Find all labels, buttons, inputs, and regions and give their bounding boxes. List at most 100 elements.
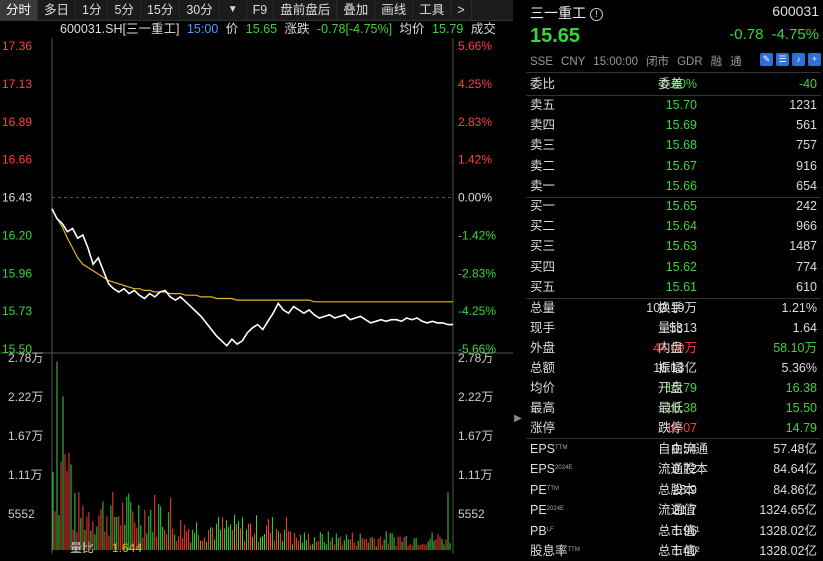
pct-tick-label: -2.83% [458,266,496,280]
divider [526,197,821,198]
ask-row: 卖五 15.70 1231 [530,95,820,115]
fin-row: 股息率TTM 1.40 总市值² 1328.02亿 [530,541,820,561]
fin-row: PETTM 28.9 总股本 84.86亿 [530,480,820,500]
toolbar-item[interactable]: > [451,0,472,20]
vol-tick-label: 2.22万 [8,390,43,404]
toolbar-item[interactable]: 1分 [76,0,109,20]
row-label: PETTM [530,482,560,497]
row-label: PE2024E [530,503,565,518]
row-label-2: 跌停 [658,421,684,435]
pct-tick-label: 1.42% [458,153,492,167]
stock-name: 三一重工 ! [530,3,603,23]
stat-row: 最高 16.38 最低 15.50 [530,398,820,418]
price-tick-label: 16.43 [2,191,32,205]
row-label: 卖四 [530,118,556,133]
price-tick-label: 16.20 [2,228,32,242]
row-value: 5313 [669,321,697,335]
row-label-2: 开盘 [658,381,684,395]
toolbar-item[interactable]: 多日 [38,0,77,20]
fin-row: PBLF 1.96 总市值¹ 1328.02亿 [530,521,820,541]
toolbar-item[interactable]: 分时 [0,0,39,20]
row-value-2: 1324.65亿 [759,503,817,518]
stat-row: 总额 16.13亿 振幅 5.36% [530,358,820,378]
row-value: 15.67 [665,158,697,173]
toolbar-item[interactable]: 5分 [108,0,141,20]
row-label-2: 总市值¹ [658,523,700,538]
fin-row: PE2024E 21.7 流通值 1324.65亿 [530,500,820,520]
row-label: 现手 [530,321,556,335]
row-label-2: 换手 [658,301,684,315]
toolbar-item[interactable]: ▼ [220,0,247,20]
row-value-2: 561 [796,118,817,133]
row-value: 21.7 [672,503,697,518]
bid-row: 买五 15.61 610 [530,277,820,297]
row-label: 买三 [530,239,556,254]
toolbar-item[interactable]: 画线 [375,0,414,20]
stock-code-label: 600031.SH[三一重工] [60,22,180,36]
volume-ratio-value: 1.644 [112,541,142,554]
price-label: 价 [225,22,239,36]
toolbar-item[interactable]: F9 [247,0,275,20]
time-label: 15:00 [186,22,219,36]
row-label: 卖五 [530,98,556,112]
divider [526,298,821,299]
quote-panel: 三一重工 ! 600031 15.65 -0.78 -4.75% SSE CNY 15… [523,0,823,558]
toolbar-item[interactable]: 叠加 [337,0,376,20]
toolbar-item[interactable]: 盘前盘后 [274,0,338,20]
row-label: EPS2024E [530,462,573,477]
toolbar-item[interactable]: 工具 [413,0,452,20]
row-value-2: 757 [796,138,817,153]
row-value: 16.13亿 [653,361,697,375]
weibi-row: 委比 0.00% 委差 -40 [530,77,817,91]
row-value-2: 84.64亿 [773,462,817,477]
row-label: EPSTTM [530,442,568,456]
row-value: 1.96 [672,523,697,538]
pct-tick-label: -1.42% [458,228,496,242]
row-value-2: 1231 [789,98,817,112]
meta-item: 通 [730,56,742,68]
row-value-2: 610 [796,279,817,294]
row-label-2: 总市值² [658,544,700,558]
row-label: 买一 [530,199,556,213]
row-label-2: 量比 [658,321,684,335]
vol-tick-label: 5552 [458,507,485,521]
meta-item: SSE [530,56,554,68]
ask-row: 卖一 15.66 654 [530,176,820,196]
row-label: 卖一 [530,178,556,193]
add-icon[interactable]: + [808,53,821,66]
intraday-chart[interactable]: 17.36 5.66% 17.13 4.25% 16.89 2.83% 16.66 1.42%… [0,38,513,554]
pct-tick-label: 4.25% [458,77,492,91]
row-label-2: 流通股本 [658,462,709,477]
row-value-2: 57.48亿 [773,442,817,456]
turnover-label: 成交 [470,22,496,36]
price-tick-label: 15.50 [2,342,32,356]
pct-tick-label: 2.83% [458,115,492,129]
row-label: 卖三 [530,138,556,153]
edit-icon[interactable]: ✎ [760,53,773,66]
panel-collapse-arrow[interactable]: ▶ [514,413,522,424]
row-label: 最高 [530,401,556,415]
change-value: -0.78[-4.75%] [317,22,393,36]
toolbar-item[interactable]: 15分 [141,0,181,20]
row-label-2: 内盘 [658,341,684,355]
info-icon[interactable]: ! [589,7,603,21]
row-label: 外盘 [530,341,556,355]
list-icon[interactable]: ☰ [776,53,789,66]
price-tick-label: 15.73 [2,304,32,318]
row-value-2: 1.21% [781,301,817,315]
period-toolbar: 分时 多日 1分 5分 15分 30分 ▼ F9 盘前盘后 叠加 画线 工具 > [0,0,513,21]
toolbar-item[interactable]: 30分 [180,0,220,20]
row-value-2: 16.38 [785,381,817,395]
avg-label: 均价 [399,22,425,36]
row-value-2: 774 [796,259,817,274]
change-label: 涨跌 [284,22,310,36]
row-value: 0.72 [672,462,697,477]
meta-item: GDR [677,56,703,68]
row-value-2: 15.50 [785,401,817,415]
vol-tick-label: 1.67万 [458,429,493,443]
row-label-2: 振幅 [658,361,684,375]
bid-row: 买四 15.62 774 [530,257,820,277]
stock-code: 600031 [772,3,819,19]
pct-tick-label: -4.25% [458,304,496,318]
bell-icon[interactable]: ♪ [792,53,805,66]
